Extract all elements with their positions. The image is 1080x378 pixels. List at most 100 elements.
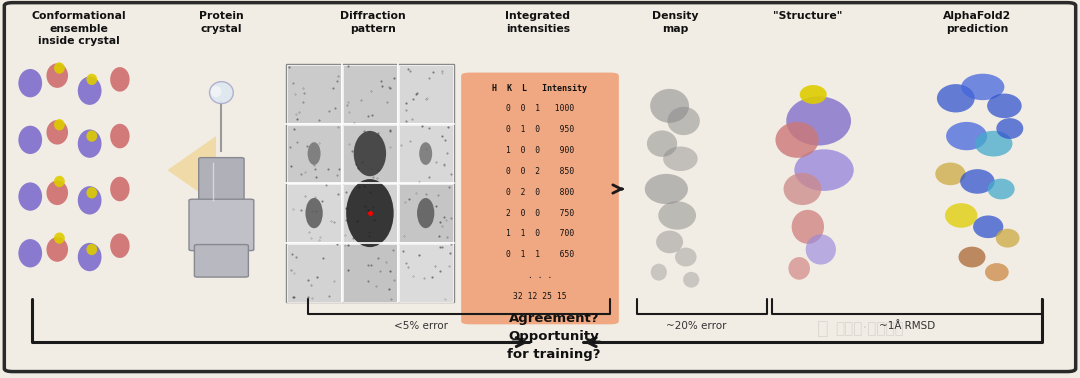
Ellipse shape <box>78 186 102 215</box>
FancyBboxPatch shape <box>399 243 453 302</box>
Ellipse shape <box>960 169 995 194</box>
Ellipse shape <box>46 237 68 262</box>
Text: 0  1  0    950: 0 1 0 950 <box>505 125 575 134</box>
Ellipse shape <box>659 201 696 230</box>
Ellipse shape <box>308 142 321 165</box>
Polygon shape <box>167 136 216 204</box>
Text: Density
map: Density map <box>651 11 699 34</box>
Ellipse shape <box>54 232 65 244</box>
Ellipse shape <box>959 246 986 268</box>
FancyBboxPatch shape <box>343 125 396 183</box>
Ellipse shape <box>18 69 42 97</box>
Ellipse shape <box>961 74 1004 100</box>
Ellipse shape <box>985 263 1009 281</box>
Ellipse shape <box>973 215 1003 238</box>
Ellipse shape <box>987 94 1022 118</box>
Ellipse shape <box>110 177 130 201</box>
Ellipse shape <box>18 239 42 268</box>
Ellipse shape <box>110 234 130 258</box>
Text: AlphaFold2
prediction: AlphaFold2 prediction <box>943 11 1012 34</box>
Ellipse shape <box>988 179 1015 200</box>
Text: ~1Å RMSD: ~1Å RMSD <box>879 321 935 330</box>
Ellipse shape <box>945 203 977 228</box>
FancyBboxPatch shape <box>286 64 454 302</box>
Ellipse shape <box>419 142 432 165</box>
Ellipse shape <box>675 248 697 266</box>
Text: Agreement?: Agreement? <box>509 312 599 325</box>
Ellipse shape <box>417 198 434 228</box>
Ellipse shape <box>306 198 323 228</box>
Ellipse shape <box>786 96 851 146</box>
Ellipse shape <box>46 181 68 205</box>
Ellipse shape <box>784 173 822 205</box>
Text: 公众号·中科微末: 公众号·中科微末 <box>835 321 904 336</box>
Ellipse shape <box>775 122 819 158</box>
Ellipse shape <box>975 131 1013 156</box>
Ellipse shape <box>18 183 42 211</box>
Ellipse shape <box>78 129 102 158</box>
Ellipse shape <box>54 62 65 74</box>
Text: for training?: for training? <box>508 348 600 361</box>
Ellipse shape <box>946 122 987 150</box>
Text: 1  0  0    900: 1 0 0 900 <box>505 146 575 155</box>
Ellipse shape <box>86 187 97 198</box>
Ellipse shape <box>794 149 854 191</box>
Text: Protein
crystal: Protein crystal <box>199 11 244 34</box>
FancyBboxPatch shape <box>399 184 453 242</box>
FancyBboxPatch shape <box>194 245 248 277</box>
Text: 0  1  1    650: 0 1 1 650 <box>505 250 575 259</box>
Ellipse shape <box>54 119 65 130</box>
Text: 0  0  2    850: 0 0 2 850 <box>505 167 575 176</box>
FancyBboxPatch shape <box>343 184 396 242</box>
Ellipse shape <box>684 272 700 288</box>
FancyBboxPatch shape <box>4 3 1076 372</box>
Ellipse shape <box>788 257 810 280</box>
Ellipse shape <box>110 124 130 148</box>
Ellipse shape <box>54 176 65 187</box>
FancyBboxPatch shape <box>287 243 341 302</box>
Ellipse shape <box>935 163 966 185</box>
FancyBboxPatch shape <box>399 65 453 123</box>
Text: 🐾: 🐾 <box>818 319 828 338</box>
Ellipse shape <box>86 244 97 255</box>
Ellipse shape <box>792 210 824 244</box>
Text: . . .: . . . <box>528 271 552 280</box>
Ellipse shape <box>657 231 684 253</box>
FancyBboxPatch shape <box>287 65 341 123</box>
Ellipse shape <box>647 130 677 157</box>
Text: H  K  L   Intensity: H K L Intensity <box>492 84 588 93</box>
Ellipse shape <box>645 174 688 204</box>
Text: Integrated
intensities: Integrated intensities <box>505 11 570 34</box>
FancyBboxPatch shape <box>343 243 396 302</box>
FancyBboxPatch shape <box>287 184 341 242</box>
Text: "Structure": "Structure" <box>773 11 842 21</box>
Text: ~20% error: ~20% error <box>666 321 727 330</box>
Ellipse shape <box>997 118 1024 139</box>
Text: Diffraction
pattern: Diffraction pattern <box>340 11 405 34</box>
Ellipse shape <box>78 76 102 105</box>
Text: 2  0  0    750: 2 0 0 750 <box>505 209 575 217</box>
Ellipse shape <box>210 82 233 104</box>
FancyBboxPatch shape <box>199 158 244 205</box>
Ellipse shape <box>937 84 974 113</box>
Ellipse shape <box>650 264 667 280</box>
Ellipse shape <box>86 130 97 142</box>
FancyBboxPatch shape <box>189 199 254 251</box>
Text: <5% error: <5% error <box>394 321 448 330</box>
FancyBboxPatch shape <box>343 65 396 123</box>
Ellipse shape <box>650 89 689 123</box>
Ellipse shape <box>18 125 42 154</box>
Ellipse shape <box>663 147 698 171</box>
Ellipse shape <box>667 107 700 135</box>
Text: 1  1  0    700: 1 1 0 700 <box>505 229 575 239</box>
Ellipse shape <box>46 63 68 88</box>
Text: 0  2  0    800: 0 2 0 800 <box>505 188 575 197</box>
Ellipse shape <box>46 120 68 145</box>
Text: 32 12 25 15: 32 12 25 15 <box>513 292 567 301</box>
Ellipse shape <box>346 179 393 247</box>
FancyBboxPatch shape <box>399 125 453 183</box>
Ellipse shape <box>806 234 836 265</box>
FancyBboxPatch shape <box>461 73 619 324</box>
Text: 0  0  1   1000: 0 0 1 1000 <box>505 104 575 113</box>
Text: Conformational
ensemble
inside crystal: Conformational ensemble inside crystal <box>31 11 126 46</box>
